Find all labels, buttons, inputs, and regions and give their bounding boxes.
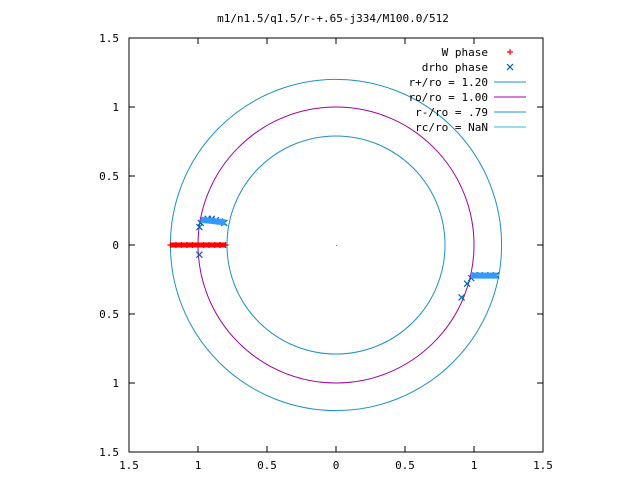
x-tick-label: 0.5 [395,459,415,472]
drho-phase-point [463,280,471,288]
drho-phase-point [458,294,466,301]
y-tick-label: 1.5 [99,446,119,459]
drho-phase-point [195,251,203,259]
x-tick-label: 1 [195,459,202,472]
drho-phase-cluster [471,272,498,279]
w-phase-cluster [170,242,226,248]
chart-title: m1/n1.5/q1.5/r-+.65-j334/M100.0/512 [217,12,449,25]
x-tick-label: 1.5 [119,459,139,472]
legend-label: ro/ro = 1.00 [409,91,488,104]
y-tick-label: 0 [112,239,119,252]
drho-phase-cluster [200,216,226,226]
y-tick-label: 1.5 [99,32,119,45]
origin-point [336,245,337,246]
y-tick-label: 0.5 [99,308,119,321]
x-tick-label: 1.5 [533,459,553,472]
legend-label: drho phase [422,61,488,74]
x-tick-label: 0 [333,459,340,472]
x-tick-label: 1 [471,459,478,472]
legend-marker [506,63,514,71]
legend-label: rc/ro = NaN [415,121,488,134]
legend-label: r-/ro = .79 [415,106,488,119]
y-tick-label: 1 [112,101,119,114]
y-tick-label: 0.5 [99,170,119,183]
drho-phase-point [195,223,203,231]
legend-marker [507,49,513,55]
legend-label: W phase [442,46,488,59]
y-tick-label: 1 [112,377,119,390]
x-tick-label: 0.5 [257,459,277,472]
legend-label: r+/ro = 1.20 [409,76,488,89]
